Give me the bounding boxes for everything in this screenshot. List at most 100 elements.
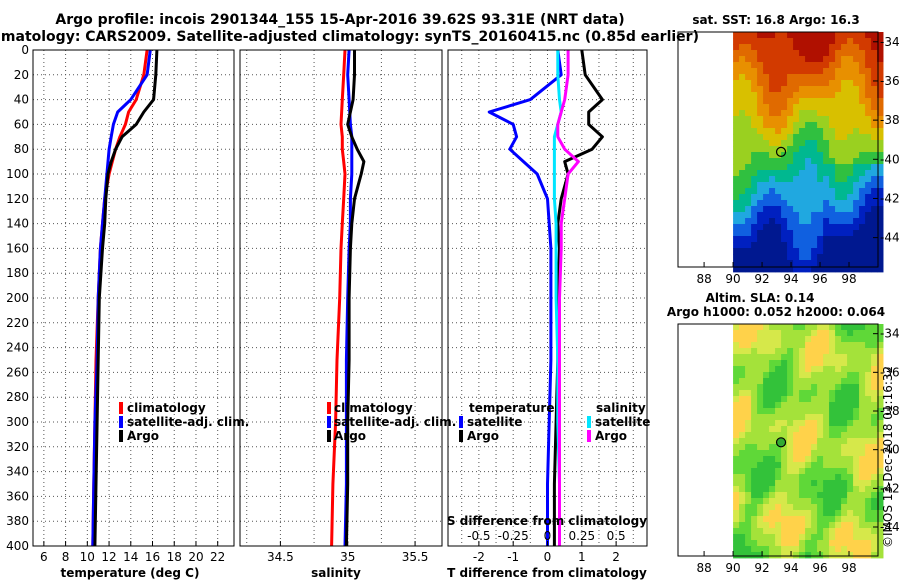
map-cell [877, 170, 884, 177]
map-cell [817, 366, 824, 373]
map-cell [733, 528, 740, 535]
map-cell [847, 242, 854, 249]
map-cell [745, 360, 752, 367]
map-cell [745, 50, 752, 57]
map-cell [805, 68, 812, 75]
map-cell [799, 176, 806, 183]
map-cell [853, 396, 860, 403]
map-cell [763, 170, 770, 177]
lat-tick-label: -36 [880, 365, 900, 379]
map-cell [733, 438, 740, 445]
map-cell [877, 492, 884, 499]
map-cell [751, 390, 758, 397]
map-cell [823, 480, 830, 487]
map-cell [853, 260, 860, 267]
map-cell [835, 152, 842, 159]
salinity-legend: climatology satellite-adj. clim. Argo [327, 401, 456, 443]
map-cell [859, 164, 866, 171]
map-cell [793, 38, 800, 45]
map-cell [871, 342, 878, 349]
map-cell [853, 206, 860, 213]
map-cell [817, 444, 824, 451]
map-cell [733, 134, 740, 141]
map-cell [853, 170, 860, 177]
map-cell [739, 110, 746, 117]
map-cell [799, 158, 806, 165]
map-cell [763, 330, 770, 337]
map-cell [793, 128, 800, 135]
map-cell [811, 188, 818, 195]
map-cell [787, 546, 794, 553]
map-cell [811, 116, 818, 123]
map-cell [745, 462, 752, 469]
map-cell [757, 384, 764, 391]
map-cell [853, 372, 860, 379]
map-cell [775, 134, 782, 141]
map-cell [799, 266, 806, 273]
series-line-climatology [330, 50, 347, 546]
map-cell [841, 32, 848, 39]
map-cell [847, 56, 854, 63]
map-cell [847, 342, 854, 349]
map-cell [865, 456, 872, 463]
map-cell [877, 110, 884, 117]
map-cell [751, 206, 758, 213]
map-cell [811, 462, 818, 469]
map-cell [871, 74, 878, 81]
map-cell [763, 354, 770, 361]
map-cell [787, 86, 794, 93]
map-cell [841, 396, 848, 403]
map-cell [877, 134, 884, 141]
map-cell [877, 176, 884, 183]
map-cell [811, 176, 818, 183]
map-cell [865, 32, 872, 39]
map-cell [817, 236, 824, 243]
map-cell [769, 254, 776, 261]
map-cell [859, 372, 866, 379]
map-cell [829, 378, 836, 385]
map-cell [829, 408, 836, 415]
map-cell [841, 188, 848, 195]
map-cell [817, 194, 824, 201]
map-cell [733, 56, 740, 63]
map-cell [811, 128, 818, 135]
map-cell [751, 248, 758, 255]
lon-tick-label: 90 [725, 561, 740, 575]
map-cell [847, 158, 854, 165]
map-cell [793, 86, 800, 93]
map-cell [775, 248, 782, 255]
map-cell [799, 236, 806, 243]
map-cell [829, 324, 836, 331]
map-cell [847, 164, 854, 171]
legend-swatch-s-argo [587, 430, 591, 442]
map-cell [877, 438, 884, 445]
map-cell [841, 426, 848, 433]
map-cell [877, 402, 884, 409]
map-cell [751, 378, 758, 385]
map-cell [769, 522, 776, 529]
map-cell [811, 248, 818, 255]
map-cell [871, 504, 878, 511]
map-cell [853, 432, 860, 439]
map-cell [775, 444, 782, 451]
map-cell [745, 396, 752, 403]
map-cell [769, 38, 776, 45]
map-cell [769, 236, 776, 243]
map-cell [775, 546, 782, 553]
map-cell [787, 158, 794, 165]
map-cell [733, 390, 740, 397]
map-cell [739, 104, 746, 111]
map-cell [781, 194, 788, 201]
map-cell [871, 348, 878, 355]
map-cell [829, 486, 836, 493]
map-cell [763, 104, 770, 111]
s-difference-label: S difference from climatology [447, 514, 647, 528]
map-cell [745, 212, 752, 219]
map-cell [793, 426, 800, 433]
map-cell [817, 330, 824, 337]
map-cell [769, 146, 776, 153]
map-cell [835, 74, 842, 81]
map-cell [745, 104, 752, 111]
map-cell [835, 110, 842, 117]
map-cell [757, 432, 764, 439]
